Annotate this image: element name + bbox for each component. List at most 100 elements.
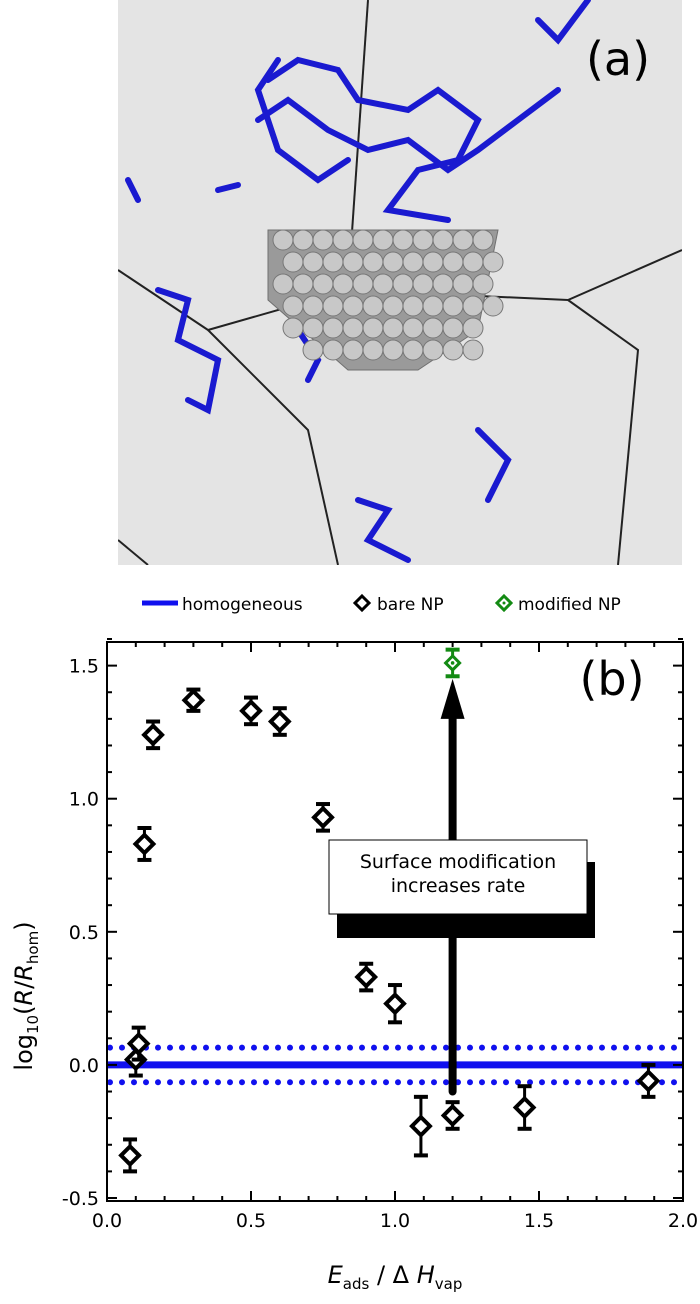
annotation-box [328, 839, 588, 915]
nanoparticle-atom [472, 229, 494, 251]
y-tick-label: 0.0 [69, 1055, 99, 1077]
nanoparticle-atom [442, 339, 464, 361]
nanoparticle-atom [402, 251, 424, 273]
nanoparticle-atom [282, 251, 304, 273]
x-tick-label: 0.0 [92, 1210, 122, 1232]
nanoparticle-atom [272, 273, 294, 295]
x-tick-label: 1.0 [380, 1210, 410, 1232]
legend-modified-label: modified NP [518, 595, 621, 615]
nanoparticle-atom [352, 229, 374, 251]
scatter-chart: homogeneous bare NP modified NP Surface … [10, 593, 698, 1293]
bare-np-point [440, 1103, 465, 1128]
bare-np-point [118, 1143, 142, 1168]
nanoparticle-atom [462, 295, 484, 317]
nanoparticle-atom [322, 295, 344, 317]
nanoparticle-atom [422, 251, 444, 273]
annotation-text-line2: increases rate [391, 875, 526, 897]
bare-np-point [409, 1114, 433, 1138]
x-tick-label: 1.5 [524, 1210, 554, 1232]
y-tick-label: -0.5 [62, 1188, 99, 1210]
nanoparticle-atom [292, 229, 314, 251]
legend: homogeneous bare NP modified NP [142, 593, 621, 615]
nanoparticle-atom [462, 317, 484, 339]
nanoparticle-atom [482, 295, 504, 317]
nanoparticle-atom [392, 273, 414, 295]
bare-np-point [311, 805, 335, 830]
bare-np-point [141, 723, 165, 747]
nanoparticle-atom [422, 295, 444, 317]
legend-homogeneous-label: homogeneous [182, 595, 303, 615]
nanoparticle-atom [442, 251, 464, 273]
nanoparticle-atom [472, 273, 494, 295]
nanoparticle-atom [372, 229, 394, 251]
nanoparticle-atom [362, 295, 384, 317]
nanoparticle-atom [412, 229, 434, 251]
nanoparticle-atom [272, 229, 294, 251]
nanoparticle-atom [402, 295, 424, 317]
nanoparticle-atom [302, 339, 324, 361]
nanoparticle-atom [442, 317, 464, 339]
nanoparticle-atom [432, 229, 454, 251]
nanoparticle-atom [282, 295, 304, 317]
nanoparticle-atom [362, 339, 384, 361]
nanoparticle-atom [322, 317, 344, 339]
nanoparticle-atom [332, 273, 354, 295]
nanoparticle-atom [352, 273, 374, 295]
bare-np-point [636, 1069, 661, 1093]
nanoparticle-atom [452, 273, 474, 295]
nanoparticle-atom [302, 317, 324, 339]
nanoparticle-atom [322, 339, 344, 361]
nanoparticle-atom [342, 295, 364, 317]
nanoparticle-atom [302, 295, 324, 317]
nanoparticle-atom [282, 317, 304, 339]
nanoparticle-atom [462, 251, 484, 273]
bare-np-point [181, 688, 206, 713]
bare-np-point [354, 965, 379, 989]
nanoparticle-atom [362, 317, 384, 339]
solute-molecules [125, 0, 591, 563]
panel-a-simulation-snapshot: (a) [118, 0, 682, 565]
nanoparticle-atom [392, 229, 414, 251]
nanoparticle-atom [382, 295, 404, 317]
nanoparticle-atom [442, 295, 464, 317]
nanoparticle-atom [382, 251, 404, 273]
panel-b-label: (b) [579, 652, 644, 706]
modified-np-point-dot [450, 661, 455, 665]
nanoparticle-atom [462, 339, 484, 361]
nanoparticle-atom [292, 273, 314, 295]
x-axis-label: Eads / Δ Hvap [328, 1261, 463, 1293]
bare-np-point [132, 832, 157, 856]
panel-a-label: (a) [586, 32, 650, 86]
nanoparticle-atom [332, 229, 354, 251]
annotation-text-line1: Surface modification [360, 851, 556, 873]
nanoparticle-atom [342, 339, 364, 361]
y-axis-label: log10(R/Rhom) [10, 921, 42, 1070]
nanoparticle-atom [422, 339, 444, 361]
nanoparticle-atom [312, 273, 334, 295]
nanoparticle-atom [422, 317, 444, 339]
nanoparticle-atom [312, 229, 334, 251]
annotation-arrowhead [440, 678, 465, 719]
nanoparticle-atom [382, 317, 404, 339]
bare-np-point [267, 709, 292, 734]
x-tick-label: 2.0 [668, 1210, 698, 1232]
legend-modified-diamond-icon [494, 593, 514, 613]
legend-modified-dot-icon [502, 601, 506, 605]
nanoparticle-atom [342, 251, 364, 273]
nanoparticle-atom [432, 273, 454, 295]
bare-np-point [512, 1095, 537, 1120]
nanoparticle-atom [322, 251, 344, 273]
y-tick-label: 1.5 [69, 656, 99, 678]
nanoparticle-atom [372, 273, 394, 295]
y-tick-label: 0.5 [69, 922, 99, 944]
nanoparticle-atoms [272, 229, 504, 361]
x-tick-label: 0.5 [236, 1210, 266, 1232]
legend-bare-diamond-icon [352, 593, 372, 613]
nanoparticle-atom [452, 229, 474, 251]
bare-np-point [383, 991, 407, 1016]
nanoparticle-atom [302, 251, 324, 273]
bare-np-point [126, 1031, 151, 1056]
nanoparticle-atom [402, 339, 424, 361]
nanoparticle-atom [342, 317, 364, 339]
nanoparticle-atom [362, 251, 384, 273]
